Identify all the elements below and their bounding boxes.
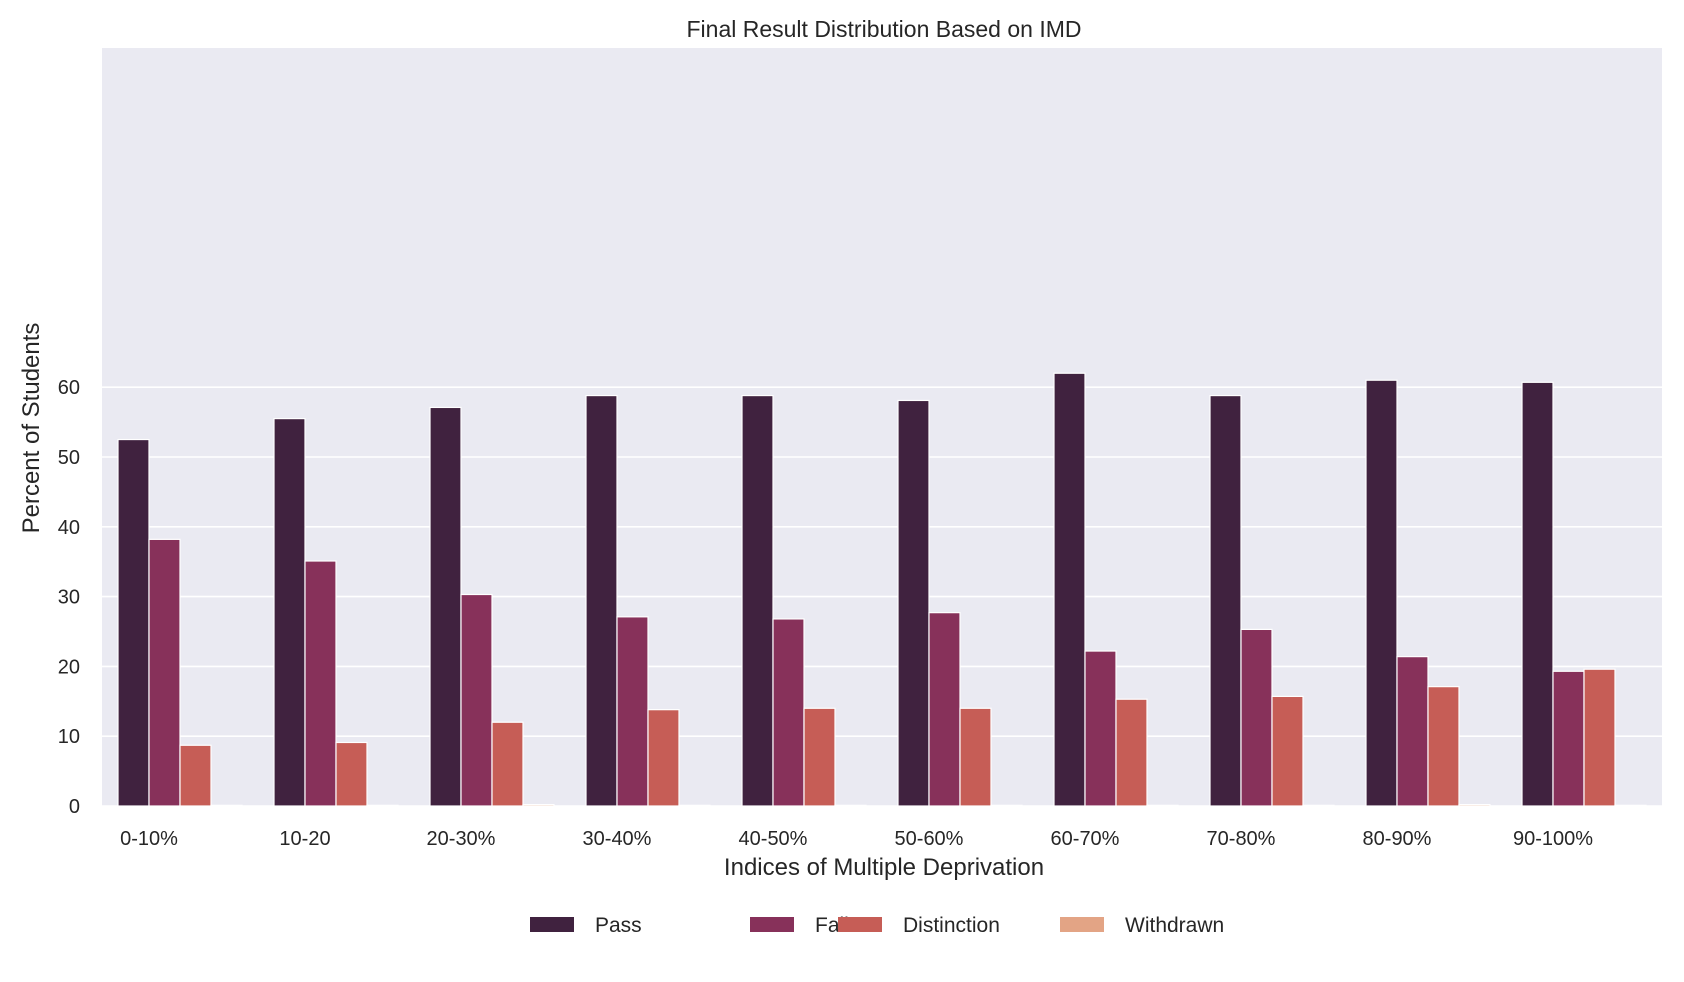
bar-pass bbox=[1365, 379, 1398, 807]
bar-fail bbox=[1552, 670, 1585, 807]
bar-pass bbox=[273, 418, 306, 807]
x-tick-label: 30-40% bbox=[583, 828, 652, 850]
bar-distinction bbox=[179, 744, 212, 807]
x-axis-label: Indices of Multiple Deprivation bbox=[724, 854, 1044, 881]
bar-fail bbox=[616, 616, 649, 807]
legend-label-withdrawn: Withdrawn bbox=[1125, 914, 1224, 937]
y-tick-label: 40 bbox=[58, 517, 80, 539]
x-tick-label: 80-90% bbox=[1363, 828, 1432, 850]
bar-distinction bbox=[335, 741, 368, 807]
x-tick-label: 10-20 bbox=[279, 828, 330, 850]
bars bbox=[117, 372, 1647, 807]
legend: Pass Fail Distinction Withdrawn bbox=[530, 914, 1224, 937]
x-axis-ticks: 0-10% 10-20 20-30% 30-40% 40-50% 50-60% 60-70%… bbox=[120, 828, 1593, 850]
bar-pass bbox=[1521, 381, 1554, 807]
bar-pass bbox=[117, 438, 150, 807]
bar-pass bbox=[897, 399, 930, 807]
x-tick-label: 60-70% bbox=[1051, 828, 1120, 850]
bar-distinction bbox=[1427, 686, 1460, 807]
bar-fail bbox=[148, 538, 181, 807]
bar-withdrawn bbox=[678, 804, 711, 807]
bar-fail bbox=[1084, 650, 1117, 807]
bar-withdrawn bbox=[522, 804, 555, 807]
bar-pass bbox=[1053, 372, 1086, 807]
x-tick-label: 90-100% bbox=[1513, 828, 1593, 850]
bar-pass bbox=[1209, 394, 1242, 807]
y-tick-label: 10 bbox=[58, 726, 80, 748]
x-tick-label: 20-30% bbox=[427, 828, 496, 850]
bar-withdrawn bbox=[1302, 804, 1335, 807]
y-tick-label: 30 bbox=[58, 587, 80, 609]
y-tick-label: 0 bbox=[69, 796, 80, 818]
legend-swatch-withdrawn bbox=[1060, 917, 1104, 932]
bar-fail bbox=[1240, 628, 1273, 807]
legend-label-distinction: Distinction bbox=[903, 914, 1000, 937]
bar-withdrawn bbox=[1614, 804, 1647, 807]
bar-distinction bbox=[1115, 698, 1148, 807]
bar-distinction bbox=[803, 707, 836, 807]
bar-pass bbox=[741, 394, 774, 807]
y-tick-label: 60 bbox=[58, 377, 80, 399]
bar-distinction bbox=[1583, 668, 1616, 807]
x-tick-label: 70-80% bbox=[1207, 828, 1276, 850]
bar-fail bbox=[1396, 656, 1429, 807]
bar-pass bbox=[585, 394, 618, 807]
x-tick-label: 40-50% bbox=[739, 828, 808, 850]
legend-swatch-fail bbox=[750, 917, 794, 932]
legend-label-pass: Pass bbox=[595, 914, 642, 937]
y-tick-label: 50 bbox=[58, 447, 80, 469]
bar-pass bbox=[429, 406, 462, 807]
y-axis-ticks: 0 10 20 30 40 50 60 bbox=[58, 377, 80, 818]
bar-withdrawn bbox=[1146, 804, 1179, 807]
bar-distinction bbox=[491, 721, 524, 807]
bar-withdrawn bbox=[210, 804, 243, 807]
bar-fail bbox=[772, 618, 805, 807]
bar-fail bbox=[304, 560, 337, 807]
bar-distinction bbox=[959, 707, 992, 807]
bar-distinction bbox=[1271, 695, 1304, 807]
y-axis-label: Percent of Students bbox=[18, 323, 45, 534]
chart-title: Final Result Distribution Based on IMD bbox=[687, 16, 1082, 42]
legend-swatch-pass bbox=[530, 917, 574, 932]
x-tick-label: 0-10% bbox=[120, 828, 178, 850]
bar-fail bbox=[928, 612, 961, 807]
bar-withdrawn bbox=[1458, 804, 1491, 807]
bar-withdrawn bbox=[990, 804, 1023, 807]
bar-distinction bbox=[647, 709, 680, 807]
y-tick-label: 20 bbox=[58, 656, 80, 678]
x-tick-label: 50-60% bbox=[895, 828, 964, 850]
legend-swatch-distinction bbox=[838, 917, 882, 932]
bar-fail bbox=[460, 593, 493, 807]
bar-withdrawn bbox=[366, 804, 399, 807]
bar-withdrawn bbox=[834, 804, 867, 807]
